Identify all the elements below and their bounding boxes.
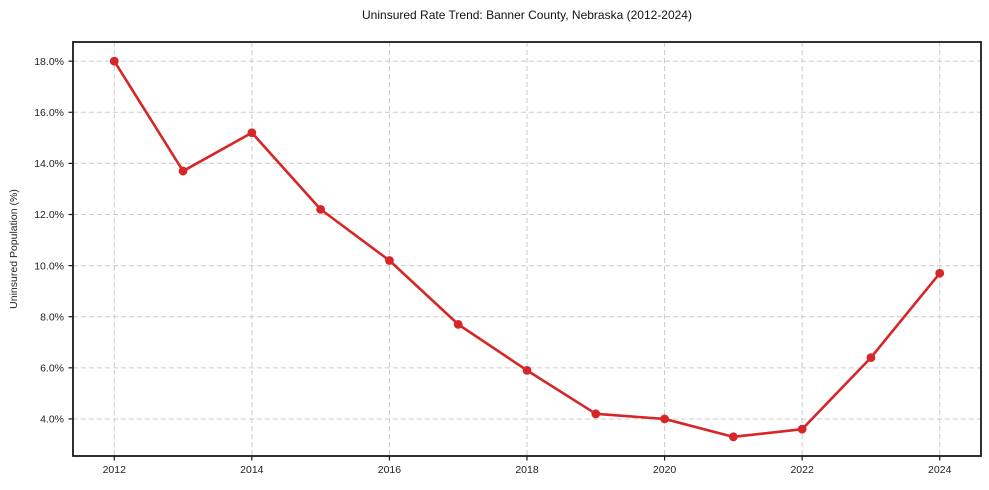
x-tick-label: 2020 bbox=[653, 464, 677, 476]
data-point-2016 bbox=[385, 256, 394, 265]
data-point-2019 bbox=[591, 409, 601, 419]
data-point-2013 bbox=[178, 166, 188, 176]
data-point-2015 bbox=[316, 204, 326, 214]
y-tick-label: 12.0% bbox=[34, 209, 64, 221]
x-tick-label: 2012 bbox=[103, 464, 127, 476]
data-point-2014 bbox=[247, 128, 257, 138]
data-point-2012 bbox=[109, 56, 119, 66]
data-point-2018 bbox=[522, 365, 532, 375]
y-tick-label: 10.0% bbox=[34, 260, 64, 272]
data-point-2017 bbox=[453, 319, 463, 329]
chart-title: Uninsured Rate Trend: Banner County, Neb… bbox=[362, 8, 692, 22]
plot-border bbox=[72, 41, 982, 457]
y-tick-label: 4.0% bbox=[40, 414, 64, 426]
y-tick-label: 18.0% bbox=[34, 56, 64, 68]
y-tick-label: 14.0% bbox=[34, 158, 64, 170]
data-point-2020 bbox=[660, 414, 669, 424]
data-point-2022 bbox=[797, 424, 807, 434]
y-tick-label: 8.0% bbox=[40, 311, 64, 323]
y-tick-label: 16.0% bbox=[34, 107, 64, 119]
y-tick-label: 6.0% bbox=[40, 363, 64, 375]
x-tick-label: 2018 bbox=[515, 464, 539, 476]
data-point-2021 bbox=[728, 432, 738, 442]
x-tick-label: 2014 bbox=[240, 464, 264, 476]
x-tick-label: 2022 bbox=[790, 464, 814, 476]
x-tick-label: 2016 bbox=[378, 464, 402, 476]
data-point-2024 bbox=[935, 268, 945, 278]
data-point-2023 bbox=[866, 353, 876, 363]
x-tick-label: 2024 bbox=[928, 464, 952, 476]
